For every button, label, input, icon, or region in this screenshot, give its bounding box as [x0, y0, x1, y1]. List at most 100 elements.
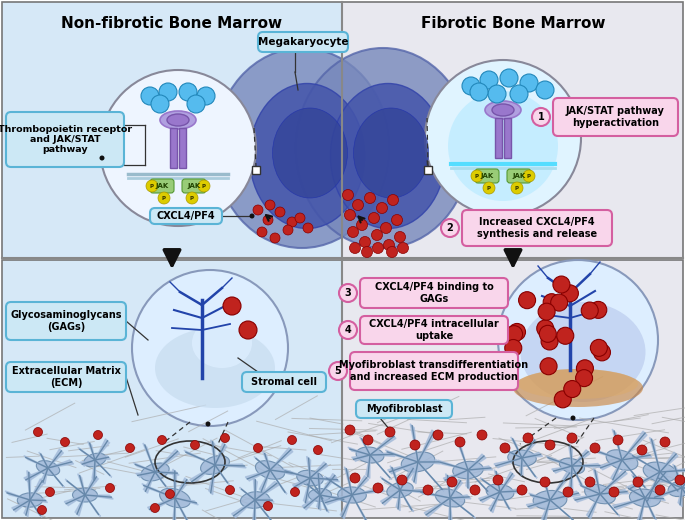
Polygon shape — [636, 498, 645, 520]
Circle shape — [532, 108, 550, 126]
Polygon shape — [30, 479, 45, 500]
Ellipse shape — [160, 111, 196, 129]
Circle shape — [441, 219, 459, 237]
Circle shape — [314, 446, 323, 454]
Circle shape — [554, 391, 571, 408]
Text: P: P — [162, 196, 166, 201]
Polygon shape — [30, 500, 42, 517]
Polygon shape — [173, 469, 177, 498]
Polygon shape — [184, 450, 215, 465]
Ellipse shape — [521, 302, 645, 402]
Polygon shape — [550, 500, 575, 520]
Polygon shape — [352, 495, 369, 520]
Polygon shape — [569, 466, 573, 492]
FancyBboxPatch shape — [462, 210, 612, 246]
Polygon shape — [253, 478, 258, 500]
FancyBboxPatch shape — [553, 98, 678, 136]
Circle shape — [410, 440, 420, 450]
Bar — [2, 260, 342, 518]
Polygon shape — [479, 492, 500, 502]
Polygon shape — [155, 472, 168, 488]
Polygon shape — [600, 494, 620, 516]
Circle shape — [395, 231, 406, 242]
Circle shape — [537, 320, 553, 337]
Circle shape — [563, 487, 573, 497]
Polygon shape — [24, 468, 48, 482]
Polygon shape — [632, 474, 645, 498]
Circle shape — [510, 85, 528, 103]
Circle shape — [590, 302, 607, 318]
Polygon shape — [380, 477, 400, 490]
Polygon shape — [240, 487, 255, 500]
Circle shape — [45, 488, 55, 497]
Polygon shape — [600, 490, 629, 494]
Circle shape — [505, 340, 522, 357]
Ellipse shape — [141, 463, 169, 481]
Polygon shape — [270, 448, 293, 470]
Polygon shape — [572, 463, 602, 467]
Ellipse shape — [192, 318, 252, 368]
Polygon shape — [155, 449, 179, 472]
Ellipse shape — [308, 489, 332, 501]
Circle shape — [100, 70, 256, 226]
Polygon shape — [310, 478, 340, 482]
Polygon shape — [366, 455, 370, 478]
Polygon shape — [550, 471, 571, 500]
Polygon shape — [450, 495, 471, 499]
Polygon shape — [500, 447, 522, 458]
FancyBboxPatch shape — [507, 169, 531, 183]
Circle shape — [539, 326, 556, 342]
Circle shape — [373, 483, 383, 493]
Circle shape — [223, 297, 241, 315]
Ellipse shape — [643, 462, 677, 482]
Circle shape — [132, 270, 288, 426]
Ellipse shape — [330, 84, 445, 228]
Circle shape — [146, 180, 158, 192]
Circle shape — [571, 415, 575, 421]
Circle shape — [433, 430, 443, 440]
Polygon shape — [678, 488, 682, 506]
Polygon shape — [649, 437, 660, 472]
Circle shape — [190, 440, 199, 449]
Ellipse shape — [73, 488, 97, 502]
FancyBboxPatch shape — [258, 32, 348, 52]
Bar — [342, 260, 683, 518]
Circle shape — [562, 285, 578, 302]
Polygon shape — [370, 455, 392, 479]
Circle shape — [371, 229, 382, 240]
Circle shape — [295, 213, 305, 223]
Text: CXCL4/PF4: CXCL4/PF4 — [157, 211, 215, 221]
Circle shape — [386, 246, 397, 257]
Polygon shape — [155, 471, 179, 475]
Circle shape — [425, 60, 581, 216]
Circle shape — [385, 427, 395, 437]
Polygon shape — [551, 466, 572, 473]
Polygon shape — [215, 443, 227, 465]
Ellipse shape — [387, 482, 413, 498]
Polygon shape — [292, 478, 310, 489]
Text: Extracellular Matrix
(ECM): Extracellular Matrix (ECM) — [12, 366, 121, 388]
Polygon shape — [352, 487, 385, 495]
Circle shape — [397, 475, 407, 485]
Ellipse shape — [338, 487, 366, 503]
Polygon shape — [310, 462, 328, 478]
Polygon shape — [209, 465, 215, 495]
Polygon shape — [522, 458, 537, 478]
Polygon shape — [660, 467, 685, 472]
Circle shape — [545, 440, 555, 450]
Ellipse shape — [401, 452, 435, 472]
Text: JAK: JAK — [480, 173, 494, 179]
Polygon shape — [656, 476, 682, 488]
Polygon shape — [612, 429, 622, 460]
Polygon shape — [316, 472, 320, 495]
Circle shape — [158, 192, 170, 204]
Circle shape — [675, 475, 685, 485]
Circle shape — [345, 210, 356, 220]
Circle shape — [60, 437, 69, 447]
Circle shape — [179, 83, 197, 101]
FancyBboxPatch shape — [6, 362, 126, 392]
Text: 4: 4 — [345, 325, 351, 335]
Polygon shape — [348, 447, 370, 455]
Polygon shape — [39, 452, 48, 468]
Ellipse shape — [584, 484, 615, 504]
